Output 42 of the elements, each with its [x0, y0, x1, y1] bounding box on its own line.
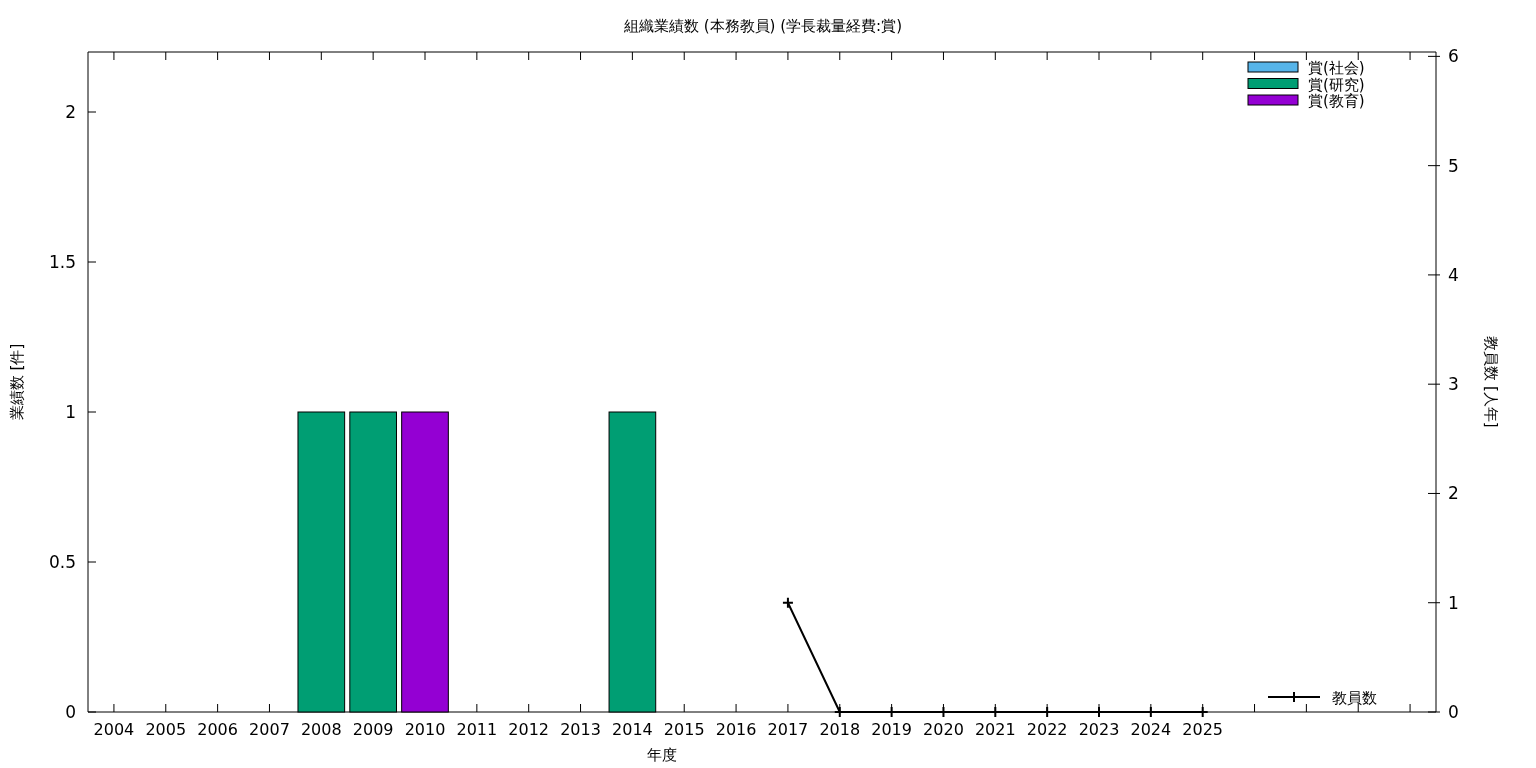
x-tick-label: 2010 — [404, 720, 446, 739]
y2-tick-label: 6 — [1448, 46, 1459, 67]
legend-label: 教員数 — [1332, 689, 1377, 707]
y-tick-label: 1 — [65, 402, 76, 422]
y-axis-title: 業績数 [件] — [8, 343, 26, 421]
legend-label: 賞(教育) — [1308, 92, 1365, 110]
x-tick-label: 2020 — [923, 720, 964, 739]
x-tick-label: 2014 — [612, 720, 653, 739]
x-tick-label: 2011 — [456, 720, 498, 739]
x-tick-label: 2023 — [1078, 720, 1120, 739]
x-tick-label: 2008 — [300, 720, 342, 739]
y-tick-label: 0 — [65, 702, 76, 722]
y2-tick-label: 4 — [1448, 264, 1459, 285]
y2-tick-label: 2 — [1448, 483, 1459, 504]
x-axis-title: 年度 — [647, 746, 677, 764]
x-tick-label: 2009 — [352, 720, 394, 739]
x-tick-label: 2022 — [1026, 720, 1068, 739]
x-tick-label: 2004 — [93, 720, 135, 739]
y-tick-label: 0.5 — [48, 552, 76, 572]
x-tick-label: 2005 — [145, 720, 187, 739]
y-tick-label: 1.5 — [48, 252, 76, 272]
x-tick-label: 2021 — [974, 720, 1016, 739]
x-tick-label: 2024 — [1130, 720, 1172, 739]
chart-title: 組織業績数 (本務教員) (学長裁量経費:賞) — [623, 17, 902, 35]
legend-label: 賞(研究) — [1308, 75, 1365, 94]
x-tick-label: 2012 — [508, 720, 550, 739]
x-tick-label: 2018 — [819, 720, 861, 739]
x-tick-label: 2007 — [249, 720, 290, 739]
x-tick-label: 2013 — [560, 720, 601, 739]
y2-tick-label: 1 — [1448, 592, 1459, 613]
y-tick-label: 2 — [65, 102, 76, 122]
x-tick-label: 2017 — [767, 720, 809, 739]
x-tick-label: 2025 — [1182, 720, 1224, 739]
x-tick-label: 2019 — [871, 720, 912, 739]
y2-tick-label: 5 — [1448, 155, 1459, 176]
x-tick-label: 2015 — [663, 720, 705, 739]
x-tick-label: 2016 — [715, 720, 757, 739]
y2-tick-label: 3 — [1448, 374, 1459, 395]
y2-axis-title: 教員数 [人年] — [1482, 336, 1500, 428]
legend-label: 賞(社会) — [1308, 59, 1365, 77]
x-tick-label: 2006 — [197, 720, 238, 739]
y2-tick-label: 0 — [1448, 702, 1459, 722]
